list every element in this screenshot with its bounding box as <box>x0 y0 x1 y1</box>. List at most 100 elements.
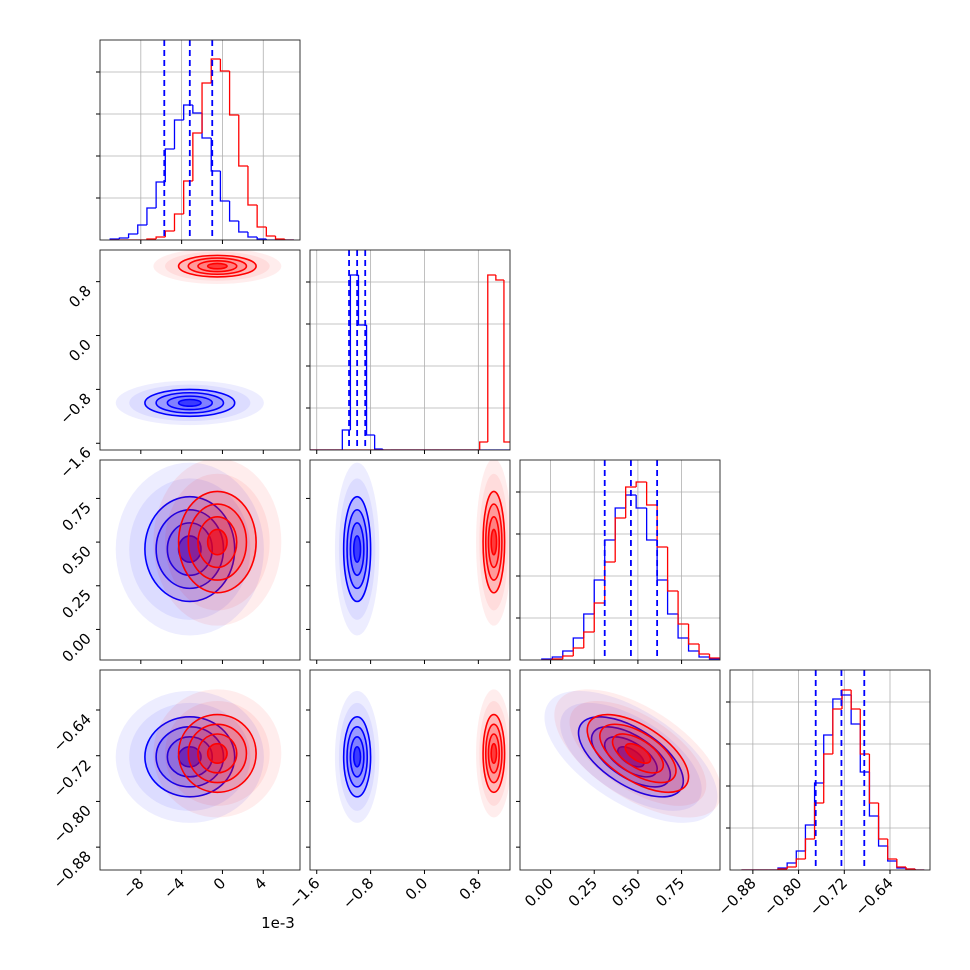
hist-step <box>708 654 720 660</box>
panel-frame <box>309 459 511 661</box>
y-tick-label: −0.64 <box>50 710 95 755</box>
hist-step <box>593 579 605 614</box>
hist-step <box>841 694 852 699</box>
y-tick-label: 0.25 <box>58 586 94 622</box>
x-tick-label: 0 <box>210 874 229 893</box>
hist-step <box>905 867 916 870</box>
hist-panel <box>100 40 300 240</box>
hist-step <box>164 230 175 237</box>
contour <box>177 398 202 408</box>
hist-step <box>593 602 605 632</box>
hist-step <box>804 824 815 851</box>
contour <box>352 746 362 768</box>
y-tick-label: 0.50 <box>58 542 94 578</box>
hist-step <box>666 580 679 615</box>
x-tick-label: 0.50 <box>608 874 644 910</box>
hist-step <box>365 325 375 436</box>
x-tick-label: −0.64 <box>852 874 897 919</box>
hist-step <box>666 547 679 592</box>
hist-step <box>503 280 510 443</box>
pair-panel <box>334 689 510 823</box>
hist-step <box>656 540 668 581</box>
x-tick-label: 4 <box>251 874 270 893</box>
hist-step <box>687 624 700 645</box>
hist-step <box>479 441 488 450</box>
hist-step <box>572 647 584 656</box>
hist-step <box>146 207 157 225</box>
hist-step <box>201 113 212 139</box>
hist-step <box>349 274 359 430</box>
hist-step <box>877 803 888 840</box>
hist-step <box>614 517 626 562</box>
hist-step <box>786 862 797 868</box>
contour <box>490 528 498 556</box>
hist-step <box>219 59 230 72</box>
hist-step <box>645 508 658 541</box>
hist-step <box>813 802 824 839</box>
hist-step <box>572 637 584 651</box>
hist-step <box>635 481 647 487</box>
hist-step <box>604 561 616 603</box>
hist-step <box>795 858 806 867</box>
hist-step <box>823 753 833 803</box>
panel-frame <box>309 669 511 871</box>
panel-frame <box>99 459 301 661</box>
panel-frame <box>99 249 301 451</box>
hist-step <box>274 236 285 240</box>
y-tick-label: −0.80 <box>50 802 95 847</box>
pair-panel <box>115 460 282 636</box>
panel-frame <box>519 459 721 661</box>
x-tick-label: 0.0 <box>402 874 432 904</box>
hist-step <box>247 166 258 206</box>
x-tick-label: −0.88 <box>714 874 759 919</box>
x-tick-label: 0.00 <box>521 874 557 910</box>
hist-step <box>127 233 138 238</box>
hist-step <box>562 655 574 659</box>
hist-step <box>562 650 574 657</box>
hist-step <box>265 239 276 240</box>
contour <box>352 535 362 563</box>
contour <box>490 742 498 764</box>
hist-step <box>698 644 710 655</box>
hist-step <box>256 237 267 240</box>
pair-panel <box>115 689 282 823</box>
hist-step <box>795 850 806 863</box>
hist-step <box>487 274 496 442</box>
hist-step <box>341 429 351 450</box>
hist-panel <box>730 670 930 870</box>
hist-step <box>551 656 563 659</box>
hist-step <box>887 839 897 860</box>
hist-step <box>183 104 193 120</box>
x-tick-label: −8 <box>119 874 147 902</box>
hist-step <box>192 105 203 114</box>
x-tick-label: −1.6 <box>285 874 323 912</box>
hist-step <box>192 132 203 181</box>
hist-step <box>645 482 658 506</box>
hist-panel <box>310 250 510 450</box>
panel-frame <box>519 669 721 871</box>
y-tick-label: −1.6 <box>56 443 94 481</box>
pair-panel <box>115 250 282 426</box>
hist-step <box>238 221 248 233</box>
hist-panel <box>520 460 720 660</box>
hist-step <box>284 239 294 240</box>
hist-step <box>859 709 870 755</box>
x-tick-label: −0.72 <box>806 874 851 919</box>
hist-step <box>656 505 668 548</box>
hist-step <box>183 180 193 214</box>
hist-step <box>832 708 842 754</box>
hist-step <box>841 689 852 709</box>
y-tick-label: 0.75 <box>58 499 94 535</box>
hist-step <box>868 772 879 817</box>
hist-step <box>495 275 504 281</box>
hist-step <box>155 181 166 208</box>
y-tick-label: −0.8 <box>56 389 94 427</box>
hist-step <box>247 232 258 238</box>
hist-step <box>635 495 647 509</box>
hist-step <box>823 734 833 783</box>
y-tick-label: 0.8 <box>65 282 95 312</box>
hist-step <box>357 275 367 326</box>
contour <box>624 742 652 764</box>
hist-step <box>625 486 637 518</box>
